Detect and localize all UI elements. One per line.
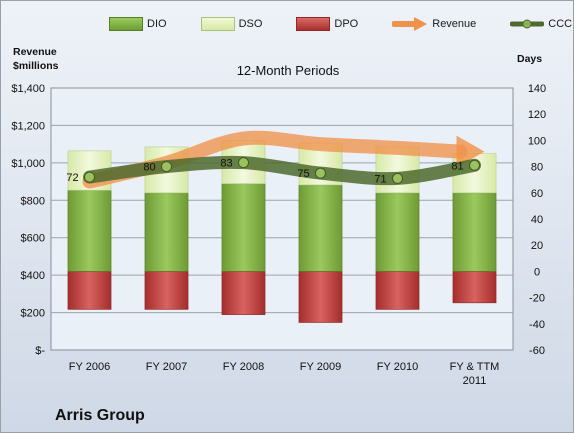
legend-swatch-dso (200, 17, 235, 31)
right-tick-label: -60 (529, 345, 545, 357)
ccc-point (161, 161, 172, 173)
legend-swatch-dio (109, 17, 143, 31)
ccc-data-label: 83 (220, 158, 232, 170)
bar-dio (375, 192, 420, 272)
right-tick-label: 60 (531, 188, 543, 200)
legend-swatch-dpo (296, 17, 331, 31)
right-tick-label: 80 (531, 162, 543, 174)
bar-dpo (67, 271, 112, 310)
legend-item-dso: DSO (200, 17, 263, 31)
left-axis-title-line-1: Revenue (13, 46, 57, 58)
right-tick-label: 20 (531, 240, 543, 252)
right-tick-label: 40 (531, 214, 543, 226)
bar-dpo (375, 271, 420, 310)
ccc-point (392, 172, 403, 184)
right-tick-label: 140 (528, 83, 546, 95)
bar-dio (67, 189, 112, 272)
legend-label-dio: DIO (147, 18, 167, 30)
bar-dio (298, 184, 343, 272)
ccc-point (238, 157, 249, 169)
left-tick-label: $1,000 (11, 158, 45, 170)
left-tick-label: $400 (21, 270, 45, 282)
legend-item-dio: DIO (109, 17, 167, 31)
left-axis-title-line-2: $millions (13, 60, 59, 72)
bar-dio (221, 183, 266, 272)
bar-dio (452, 192, 497, 272)
ccc-data-label: 81 (451, 160, 463, 172)
right-tick-label: -20 (529, 293, 545, 305)
bar-dpo (144, 271, 189, 310)
legend-item-revenue: Revenue (392, 16, 476, 32)
left-tick-label: $800 (21, 195, 45, 207)
right-tick-label: 0 (534, 266, 540, 278)
category-label: FY 2009 (300, 361, 341, 373)
right-tick-label: 120 (528, 109, 546, 121)
legend-item-ccc: CCC (510, 17, 572, 31)
left-tick-label: $600 (21, 233, 45, 245)
category-label: FY 2010 (377, 361, 418, 373)
chart-title: 12-Month Periods (236, 63, 340, 78)
ccc-data-label: 71 (374, 173, 386, 185)
plot-background (50, 87, 514, 351)
category-label: FY 2007 (146, 361, 187, 373)
bar-dpo (221, 271, 266, 315)
legend-label-ccc: CCC (548, 18, 573, 30)
ccc-data-label: 75 (297, 168, 309, 180)
left-tick-label: $- (35, 345, 45, 357)
company-name: Arris Group (55, 407, 145, 424)
category-label: FY & TTM (450, 361, 500, 373)
bar-dpo (452, 271, 497, 304)
legend-label-dpo: DPO (334, 18, 359, 30)
ccc-line (83, 155, 481, 186)
ccc-data-label: 72 (66, 172, 78, 184)
category-label: 2011 (463, 375, 487, 387)
ccc-point (315, 167, 326, 179)
left-tick-label: $200 (21, 308, 45, 320)
legend-item-dpo: DPO (296, 17, 358, 31)
bar-dio (144, 192, 189, 272)
right-tick-label: 100 (528, 135, 546, 147)
right-axis-title: Days (517, 53, 543, 65)
legend-swatch-revenue (392, 17, 428, 31)
ccc-point (84, 171, 95, 183)
bar-dpo (298, 271, 343, 323)
legend: DIO DSO DPO Revenue CCC (109, 13, 574, 35)
ccc-point (469, 159, 480, 171)
left-tick-label: $1,200 (11, 120, 45, 132)
right-tick-label: -40 (529, 319, 545, 331)
legend-label-revenue: Revenue (432, 18, 477, 30)
left-tick-label: $1,400 (11, 83, 45, 95)
legend-label-dso: DSO (238, 18, 263, 30)
revenue-arrowhead (456, 135, 485, 168)
ccc-data-label: 80 (143, 162, 155, 174)
category-label: FY 2008 (223, 361, 264, 373)
left-axis-title: Revenue $millions (13, 45, 59, 73)
legend-swatch-ccc (510, 19, 545, 29)
category-label: FY 2006 (69, 361, 110, 373)
